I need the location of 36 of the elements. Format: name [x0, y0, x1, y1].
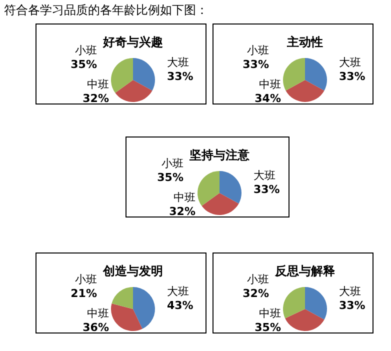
- chart-title: 反思与解释: [274, 264, 336, 278]
- data-label: 32%: [169, 205, 196, 218]
- slice-label: 中班: [259, 78, 281, 91]
- data-label: 33%: [339, 70, 366, 83]
- slice-label: 小班: [75, 273, 97, 286]
- chart-title: 主动性: [286, 35, 323, 49]
- data-label: 33%: [242, 58, 269, 71]
- data-label: 32%: [242, 287, 269, 300]
- slice-label: 小班: [247, 273, 269, 286]
- data-label: 34%: [254, 92, 281, 105]
- data-label: 36%: [82, 321, 109, 334]
- slice-label: 大班: [167, 56, 189, 69]
- data-label: 33%: [167, 70, 194, 83]
- slice-label: 中班: [87, 307, 109, 320]
- data-label: 43%: [167, 299, 194, 312]
- data-label: 35%: [70, 58, 97, 71]
- data-label: 33%: [254, 183, 280, 196]
- slice-label: 小班: [247, 44, 269, 57]
- slice-label: 中班: [259, 307, 281, 320]
- slice-label: 大班: [339, 285, 361, 298]
- chart-title: 好奇与兴趣: [102, 35, 163, 49]
- slice-label: 中班: [87, 78, 109, 91]
- slice-label: 大班: [167, 285, 189, 298]
- text: 符合各学习品质的各年龄比例如下图：: [4, 3, 208, 17]
- slice-label: 中班: [174, 191, 196, 204]
- slice-label: 小班: [162, 157, 184, 170]
- data-label: 32%: [82, 92, 109, 105]
- data-label: 35%: [254, 321, 281, 334]
- chart-title: 创造与发明: [102, 264, 163, 278]
- data-label: 21%: [70, 287, 97, 300]
- data-label: 33%: [339, 299, 366, 312]
- slice-label: 大班: [254, 169, 276, 182]
- data-label: 35%: [157, 171, 184, 184]
- slice-label: 大班: [339, 56, 361, 69]
- slice-label: 小班: [75, 44, 97, 57]
- chart-title: 坚持与注意: [188, 148, 250, 162]
